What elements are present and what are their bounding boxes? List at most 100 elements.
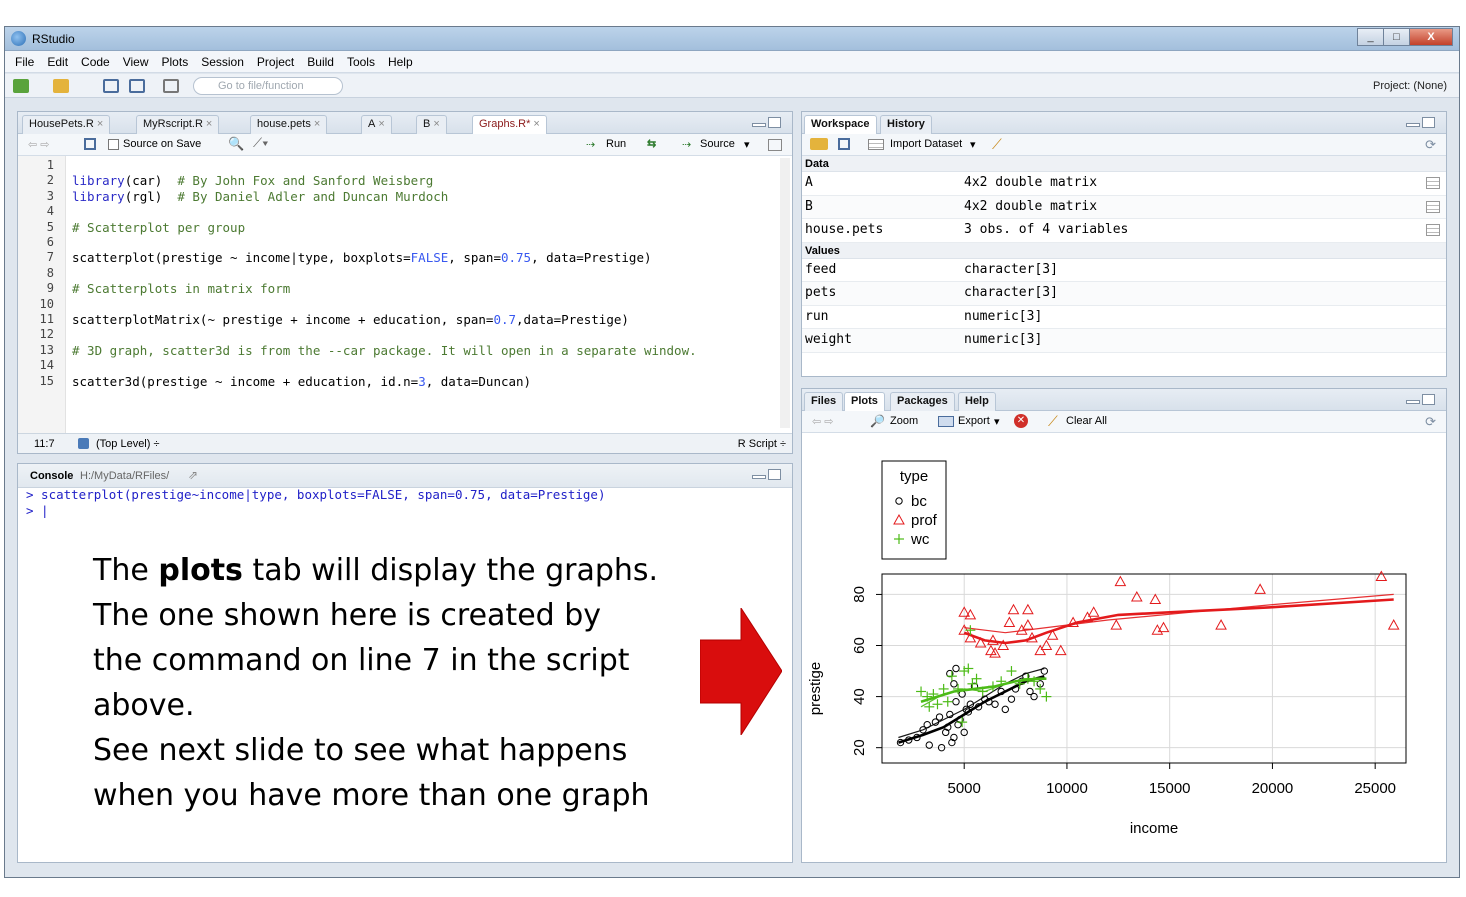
menu-build[interactable]: Build [307, 54, 334, 69]
tab-a[interactable]: A × [361, 115, 392, 134]
close-tab-icon[interactable]: × [96, 118, 104, 130]
refresh-icon[interactable]: ⟳ [1425, 414, 1436, 429]
workspace-toolbar: Import Dataset ▾ ⟋ ⟳ [802, 134, 1446, 156]
data-point-bc [952, 664, 960, 673]
data-point-prof [1149, 593, 1162, 605]
rerun-icon[interactable]: ⇆ [647, 138, 657, 150]
tab-history[interactable]: History [880, 115, 932, 134]
source-on-save-checkbox[interactable] [108, 139, 119, 150]
pane-window-controls[interactable] [1406, 117, 1440, 129]
print-icon[interactable] [163, 79, 179, 93]
clear-all-button[interactable]: Clear All [1066, 415, 1107, 427]
y-axis-label: prestige [807, 662, 824, 715]
close-tab-icon[interactable]: × [313, 118, 321, 130]
outline-icon[interactable] [768, 139, 782, 151]
previous-plot-icon[interactable]: ⇦ ⇨ [812, 416, 834, 428]
back-arrow-icon[interactable]: ⇦ ⇨ [28, 139, 50, 151]
menu-view[interactable]: View [122, 54, 149, 69]
menu-file[interactable]: File [15, 54, 35, 69]
data-point-prof [1015, 624, 1028, 635]
minimize-button[interactable]: _ [1357, 28, 1384, 46]
new-file-icon[interactable] [13, 79, 29, 93]
close-tab-icon[interactable]: × [433, 118, 440, 130]
code-line: library(rgl) # By Daniel Adler and Dunca… [72, 188, 449, 204]
menu-plots[interactable]: Plots [161, 54, 189, 69]
plot-area: 5000 10000 15000 20000 25000 20 40 60 80 income pr… [802, 433, 1446, 862]
editor-tabstrip: HousePets.R × MyRscript.R × house.pets × A ×… [18, 112, 792, 134]
data-point-prof [1022, 619, 1034, 630]
tab-b[interactable]: B × [416, 115, 447, 134]
source-dropdown-icon[interactable]: ▾ [744, 139, 750, 151]
file-type-selector[interactable]: R Script ÷ [737, 438, 786, 450]
zoom-button[interactable]: Zoom [890, 415, 919, 427]
line-number: 9 [46, 281, 54, 296]
remove-plot-icon[interactable]: ✕ [1014, 414, 1028, 428]
pane-window-controls[interactable] [752, 117, 786, 129]
run-button[interactable]: Run [606, 138, 627, 150]
line-number: 13 [39, 342, 54, 357]
menu-session[interactable]: Session [201, 54, 244, 69]
source-button[interactable]: Source [700, 138, 735, 150]
close-tab-icon[interactable]: × [378, 118, 385, 130]
tab-help[interactable]: Help [958, 392, 996, 411]
tab-workspace[interactable]: Workspace [804, 115, 877, 134]
data-point-prof [1054, 644, 1067, 656]
menu-tools[interactable]: Tools [346, 54, 375, 69]
save-all-icon[interactable] [129, 79, 145, 93]
magic-wand-icon[interactable]: ⟋▾ [253, 135, 269, 150]
menu-code[interactable]: Code [81, 54, 110, 69]
line-number: 12 [39, 327, 54, 342]
tab-packages[interactable]: Packages [890, 392, 955, 411]
console-history-line: > scatterplot(prestige~income|type, boxp… [26, 487, 606, 502]
tab-files[interactable]: Files [804, 392, 844, 411]
save-icon[interactable] [103, 79, 119, 93]
legend-title: type [900, 468, 928, 485]
refresh-icon[interactable]: ⟳ [1425, 137, 1436, 152]
tab-plots[interactable]: Plots [844, 392, 885, 411]
close-tab-icon[interactable]: × [533, 118, 540, 130]
console-prompt[interactable]: > | [26, 503, 49, 518]
open-folder-icon[interactable] [53, 79, 69, 93]
save-icon[interactable] [838, 138, 850, 150]
open-folder-icon[interactable] [810, 138, 828, 150]
export-button[interactable]: Export [958, 415, 990, 427]
run-icon: ⇢ [586, 139, 596, 151]
menu-project[interactable]: Project [256, 54, 295, 69]
code-area[interactable]: 1 2 library(car) # By John Fox and Sanford… [18, 158, 780, 438]
menu-help[interactable]: Help [387, 54, 413, 69]
pane-window-controls[interactable] [1406, 394, 1440, 406]
table-row[interactable]: pets character[3] [802, 282, 1446, 306]
scope-selector[interactable]: (Top Level) ÷ [96, 438, 160, 450]
tab-graphs-r[interactable]: Graphs.R* × [472, 115, 547, 134]
rstudio-logo-icon [11, 31, 26, 46]
close-button[interactable]: X [1409, 28, 1453, 46]
broom-icon[interactable]: ⟋ [992, 136, 1002, 152]
table-row[interactable]: house.pets 3 obs. of 4 variables [802, 219, 1446, 243]
import-dropdown-icon[interactable]: ▾ [970, 139, 976, 151]
editor-scrollbar[interactable] [780, 158, 790, 428]
slide-line5: See next slide to see what happens [93, 733, 628, 768]
search-icon[interactable]: 🔍 [228, 136, 245, 151]
tab-housepets-r[interactable]: HousePets.R × [22, 115, 111, 134]
pane-window-controls[interactable] [752, 469, 786, 481]
tab-house-pets[interactable]: house.pets × [250, 115, 328, 134]
table-row[interactable]: feed character[3] [802, 259, 1446, 282]
go-to-file-input[interactable]: Go to file/function [193, 77, 343, 95]
go-to-directory-icon[interactable]: ⇗ [188, 468, 199, 482]
import-dataset-button[interactable]: Import Dataset [890, 138, 963, 150]
view-data-icon[interactable] [1426, 177, 1440, 189]
view-data-icon[interactable] [1426, 200, 1440, 213]
table-row[interactable]: A 4x2 double matrix [802, 172, 1446, 196]
export-dropdown-icon[interactable]: ▾ [994, 416, 1000, 428]
menu-edit[interactable]: Edit [47, 54, 69, 69]
tab-myrscript-r[interactable]: MyRscript.R × [136, 115, 220, 134]
project-menu[interactable]: Project: (None) [1373, 80, 1447, 92]
close-tab-icon[interactable]: × [205, 118, 213, 130]
table-row[interactable]: B 4x2 double matrix [802, 195, 1446, 219]
save-icon[interactable] [84, 138, 96, 150]
table-row[interactable]: weight numeric[3] [802, 329, 1446, 353]
table-row[interactable]: run numeric[3] [802, 306, 1446, 329]
view-data-icon[interactable] [1426, 224, 1440, 236]
slide-line1-post: tab will display the graphs. [242, 553, 659, 588]
maximize-button[interactable]: □ [1383, 28, 1410, 46]
